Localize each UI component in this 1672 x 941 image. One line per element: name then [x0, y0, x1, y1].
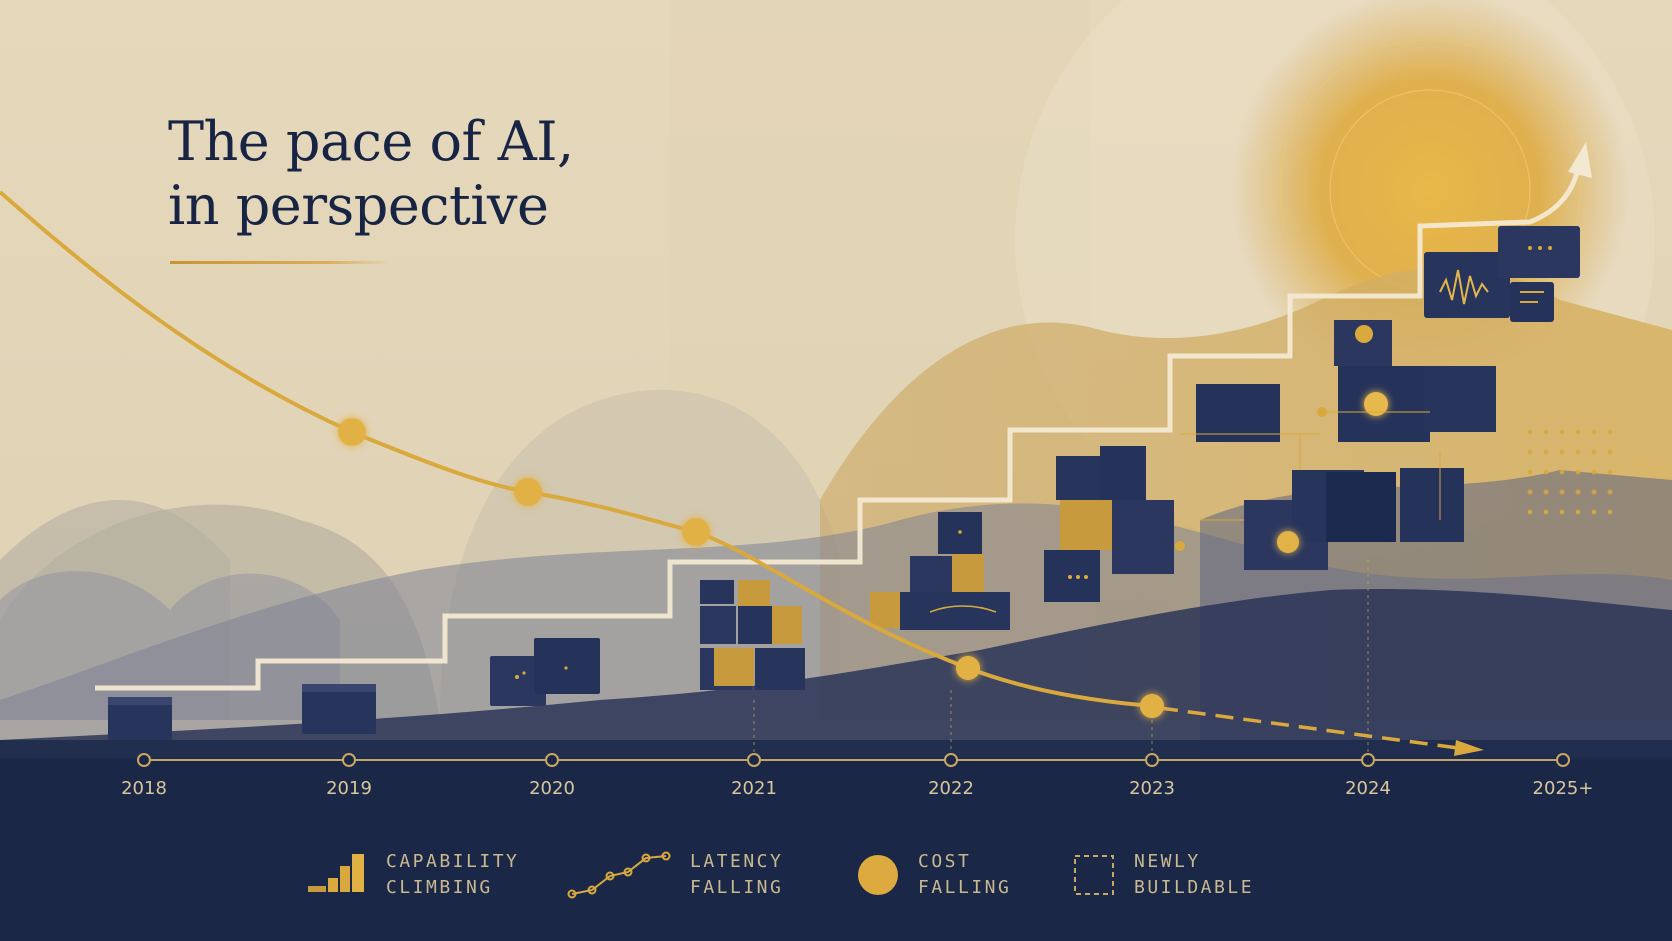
dashed-square-icon [1074, 855, 1114, 895]
title-line-1: The pace of AI, [168, 110, 574, 173]
rising-bars-icon [308, 854, 364, 892]
arrow-right-icon [1454, 740, 1484, 756]
blocks-2019 [302, 684, 376, 734]
capability-staircase [95, 159, 1583, 691]
year-label: 2021 [731, 778, 777, 799]
title-line-2: in perspective [168, 174, 549, 237]
legend-latency: LATENCY FALLING [566, 848, 783, 902]
legend-label: NEWLY BUILDABLE [1134, 851, 1255, 898]
blocks-2024 [1175, 320, 1496, 570]
year-label: 2025+ [1532, 778, 1594, 799]
legend-label: LATENCY FALLING [690, 851, 784, 898]
legend-label: COST FALLING [918, 851, 1012, 898]
blocks-2025 [1424, 226, 1580, 322]
blocks-2020 [490, 638, 600, 706]
timeline-ticks [137, 753, 1570, 767]
gold-dot-icon [858, 855, 898, 895]
title-underline [170, 261, 392, 264]
blocks-2023 [1044, 446, 1174, 602]
legend-label: CAPABILITY CLIMBING [386, 851, 520, 898]
dot-grid [1527, 429, 1613, 515]
year-label: 2019 [326, 778, 372, 799]
falling-line-icon [567, 851, 671, 899]
blocks-2022 [870, 512, 1010, 630]
blocks-2021 [700, 580, 805, 690]
year-label: 2022 [928, 778, 974, 799]
legend-cost: COST FALLING [856, 848, 1011, 902]
blocks-2018 [108, 697, 172, 740]
cost-points [338, 418, 1164, 718]
year-label: 2023 [1129, 778, 1175, 799]
ground-band [0, 758, 1672, 941]
page-title: The pace of AI, in perspective [168, 110, 574, 238]
year-label: 2020 [529, 778, 575, 799]
year-label: 2018 [121, 778, 167, 799]
year-label: 2024 [1345, 778, 1391, 799]
legend-newly-buildable: NEWLY BUILDABLE [1072, 848, 1254, 902]
arrow-up-icon [1568, 142, 1592, 178]
cost-curve-projection [1159, 706, 1459, 750]
legend-capability: CAPABILITY CLIMBING [306, 848, 519, 902]
